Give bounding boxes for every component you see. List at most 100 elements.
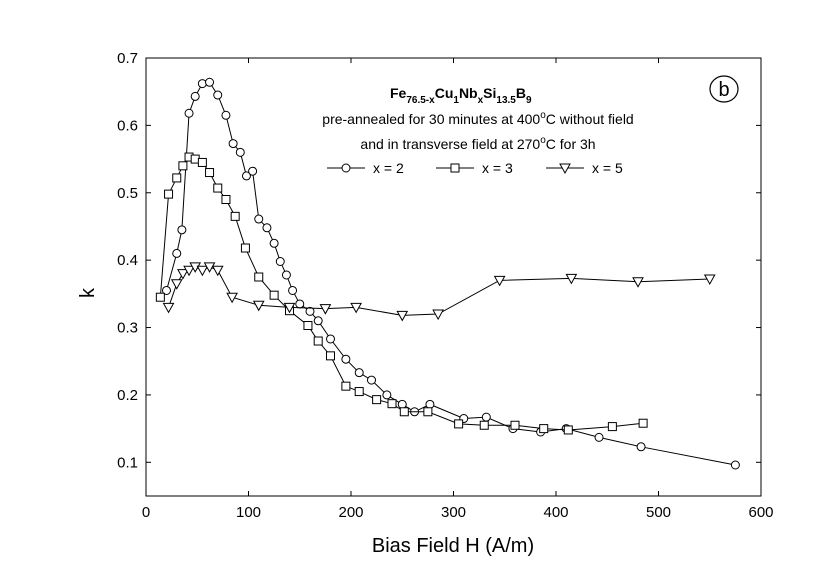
x-tick-label: 200 (338, 504, 363, 521)
legend-label: x = 5 (592, 160, 623, 176)
legend-marker (341, 163, 351, 173)
data-point (221, 110, 231, 120)
formula-fe: Fe (390, 85, 407, 101)
data-point (350, 302, 362, 314)
data-point (262, 223, 272, 233)
data-point (481, 412, 491, 422)
data-point (354, 368, 364, 378)
data-point (183, 265, 195, 277)
data-point (387, 399, 397, 409)
y-tick-label: 0.7 (117, 50, 138, 67)
legend-marker (559, 163, 571, 175)
data-point (275, 257, 285, 267)
data-point (354, 387, 364, 397)
x-tick-label: 500 (646, 504, 671, 521)
data-point (162, 285, 171, 295)
data-point (288, 285, 298, 295)
x-tick-label: 100 (236, 504, 261, 521)
data-point (341, 354, 351, 364)
data-point (228, 139, 238, 149)
annotation-line-1: pre-annealed for 30 minutes at 400oC wit… (322, 110, 633, 127)
data-point (248, 166, 258, 176)
data-point (252, 300, 265, 312)
axis-ticks: 0 100 200 300 400 500 600 0.1 0.2 0.3 0.4 0.5 0.6 0.7 (117, 50, 773, 521)
data-point (399, 407, 409, 417)
series-line (168, 266, 710, 316)
data-point (164, 189, 174, 199)
data-point (432, 309, 444, 321)
formula-cu: Cu (435, 85, 454, 101)
data-point (221, 195, 231, 205)
x-tick-label: 300 (441, 504, 466, 521)
panel-label-group: b (709, 75, 739, 103)
legend-label: x = 2 (373, 160, 404, 176)
data-point (396, 310, 409, 322)
y-tick-label: 0.4 (117, 252, 138, 269)
data-point (539, 424, 549, 434)
data-point (281, 270, 291, 280)
series-layer (155, 77, 740, 470)
data-point (326, 351, 335, 361)
data-point (162, 302, 175, 314)
panel-label: b (718, 79, 729, 101)
series-triangle-down (162, 262, 716, 322)
data-point (211, 265, 224, 277)
x-tick-label: 0 (142, 504, 150, 521)
data-point (213, 183, 223, 193)
data-point (563, 425, 573, 435)
data-point (155, 292, 165, 302)
data-point (313, 336, 323, 346)
data-point (254, 272, 264, 282)
data-point (319, 304, 332, 315)
x-tick-label: 400 (543, 504, 568, 521)
data-point (172, 173, 182, 183)
data-point (638, 418, 648, 428)
data-point (190, 91, 200, 101)
annotation-line-2: and in transverse field at 270oC for 3h (360, 135, 595, 152)
data-point (230, 211, 240, 221)
data-point (341, 381, 351, 391)
y-tick-label: 0.2 (117, 387, 138, 404)
data-point (382, 390, 392, 400)
data-point (326, 334, 335, 344)
legend: x = 2 x = 3 x = 5 (327, 160, 623, 176)
data-point (197, 79, 207, 89)
series-square (155, 152, 648, 435)
data-point (205, 168, 215, 178)
data-point (607, 422, 617, 432)
data-point (235, 147, 245, 157)
data-point (240, 243, 250, 253)
data-point (177, 269, 189, 280)
x-tick-label: 600 (748, 504, 773, 521)
data-point (197, 157, 207, 167)
data-point (305, 306, 315, 316)
data-point (594, 432, 604, 442)
formula-b: B (516, 85, 526, 101)
x-axis-label: Bias Field H (A/m) (372, 535, 534, 557)
data-point (303, 321, 313, 331)
data-point (313, 316, 323, 326)
formula-si-sub: 13.5 (496, 95, 516, 106)
y-tick-label: 0.1 (117, 454, 138, 471)
data-point (479, 420, 489, 430)
legend-marker (450, 163, 460, 173)
data-point (367, 375, 376, 385)
data-point (269, 238, 279, 248)
formula-b-sub: 9 (526, 95, 532, 106)
y-tick-label: 0.6 (117, 117, 138, 134)
formula-si: Si (483, 85, 496, 101)
data-point (397, 399, 407, 409)
y-tick-label: 0.3 (117, 320, 138, 337)
data-point (632, 277, 644, 288)
data-point (254, 214, 264, 224)
data-point (703, 274, 716, 286)
data-point (177, 225, 187, 235)
data-point (425, 399, 435, 409)
data-point (196, 265, 209, 277)
data-point (213, 90, 223, 100)
formula-fe-sub: 76.5-x (406, 95, 435, 106)
data-point (454, 419, 464, 429)
data-point (423, 407, 433, 417)
formula-nb-sub: x (478, 95, 484, 106)
